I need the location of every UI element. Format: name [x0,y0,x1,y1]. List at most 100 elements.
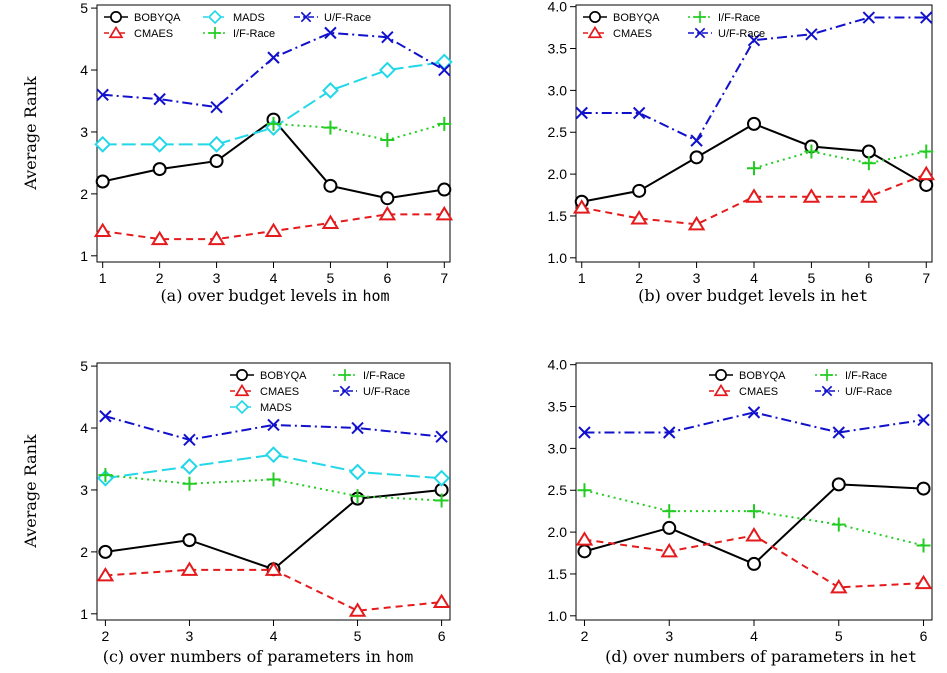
legend-label-cmaes: CMAES [260,386,299,398]
y-tick-label: 2.0 [548,524,568,540]
legend-label-u-f-race: U/F-Race [363,386,410,398]
data-point-mads [265,446,282,464]
x-tick-label: 4 [270,270,278,286]
series-cmaes [93,205,454,246]
plot-frame [575,4,933,263]
panel-caption: (c) over numbers of parameters in hom [103,647,414,666]
series-u-f-race [575,11,933,147]
legend-label-i-f-race: I/F-Race [718,12,760,24]
data-point-i-f-race [350,489,365,504]
data-point-bobyqa [323,178,338,193]
legend: BOBYQA CMAES MADS I/F-Race U/F-Race [230,369,410,415]
data-point-bobyqa [689,150,704,165]
data-point-u-f-race [438,63,451,77]
data-point-bobyqa [632,183,647,198]
legend-marker-i-f-race [694,11,706,23]
data-point-cmaes [660,542,679,558]
plot-frame [575,362,933,621]
legend-marker-mads [207,9,223,25]
chart-panel-2: 1.0 1.5 2.0 2.5 3.0 3.5 4.0 1 2 3 4 5 6 7 BOBYQA CMAES I… [548,0,936,305]
data-point-u-f-race [747,406,761,419]
legend-entry-bobyqa: BOBYQA [583,11,660,24]
x-tick-label: 1 [99,270,107,286]
x-tick-label: 7 [922,270,930,286]
data-point-i-f-race [916,538,931,553]
legend: BOBYQA CMAES MADS I/F-Race U/F-Race [104,9,371,40]
data-point-cmaes [180,561,199,576]
data-point-u-f-race [435,430,448,443]
data-point-u-f-race [96,88,109,102]
data-point-cmaes [860,188,878,203]
y-tick-label: 2.0 [548,166,568,182]
data-point-i-f-race [747,504,761,519]
data-point-u-f-race [99,410,112,423]
data-point-i-f-race [434,493,449,508]
x-tick-label: 3 [693,270,701,286]
legend-marker-bobyqa [110,11,122,23]
legend-marker-cmaes [234,383,250,397]
data-point-u-f-race [381,30,394,44]
x-tick-label: 6 [438,628,446,644]
y-tick-label: 3 [80,124,88,140]
legend-entry-cmaes: CMAES [104,25,173,40]
data-point-i-f-race [577,483,592,498]
data-point-mads [433,469,451,487]
series-line-i-f-race [753,150,927,170]
data-point-u-f-race [267,51,280,64]
data-point-cmaes [572,199,591,214]
series-bobyqa [577,477,931,571]
y-tick-label: 2 [80,186,88,202]
caption-code: het [841,287,868,305]
caption-code: hom [386,648,413,666]
legend-marker-mads [234,399,250,415]
data-point-bobyqa [919,177,934,192]
data-point-bobyqa [182,533,197,548]
data-point-cmaes [687,215,706,231]
x-tick-label: 6 [383,270,391,286]
caption-code: het [890,648,917,666]
series-line-u-f-race [105,415,442,441]
legend: BOBYQA CMAES I/F-Race U/F-Race [583,11,765,40]
x-tick-label: 5 [835,628,843,644]
legend-entry-cmaes: CMAES [230,383,299,398]
series-line-bobyqa [584,483,924,566]
data-point-bobyqa [916,481,931,496]
data-point-cmaes [264,222,283,238]
x-tick-label: 3 [186,628,194,644]
data-point-cmaes [93,222,112,238]
x-tick-label: 5 [327,270,335,286]
data-point-mads [181,458,198,475]
x-tick-label: 7 [440,270,448,286]
legend-entry-mads: MADS [230,399,292,415]
legend-entry-bobyqa: BOBYQA [709,369,786,382]
legend-entry-i-f-race: I/F-Race [688,11,760,24]
data-point-cmaes [914,574,933,590]
legend-entry-mads: MADS [203,9,265,25]
data-point-mads [151,135,169,153]
data-point-cmaes [378,205,397,221]
legend-entry-u-f-race: U/F-Race [688,27,765,40]
legend-label-i-f-race: I/F-Race [845,370,887,382]
data-point-u-f-race [690,134,703,147]
y-tick-label: 3.5 [548,41,568,57]
y-axis-label: Average Rank [21,434,40,549]
y-tick-label: 2.5 [548,482,568,498]
legend-entry-cmaes: CMAES [709,383,778,398]
legend-label-bobyqa: BOBYQA [134,12,181,24]
data-point-mads [208,135,225,153]
y-tick-label: 2.5 [548,124,568,140]
data-point-u-f-race [153,92,166,106]
x-tick-label: 5 [808,270,816,286]
legend-label-mads: MADS [260,402,292,414]
legend-marker-cmaes [108,25,124,39]
y-tick-label: 4.0 [548,0,568,15]
series-u-f-race [578,406,930,439]
data-point-cmaes [745,188,763,203]
data-point-i-f-race [98,468,113,483]
data-point-cmaes [321,214,340,229]
legend-entry-u-f-race: U/F-Race [815,385,892,398]
legend: BOBYQA CMAES I/F-Race U/F-Race [709,369,892,398]
legend-marker-u-f-race [339,385,351,397]
data-point-u-f-race [747,33,761,47]
legend-label-cmaes: CMAES [739,386,778,398]
